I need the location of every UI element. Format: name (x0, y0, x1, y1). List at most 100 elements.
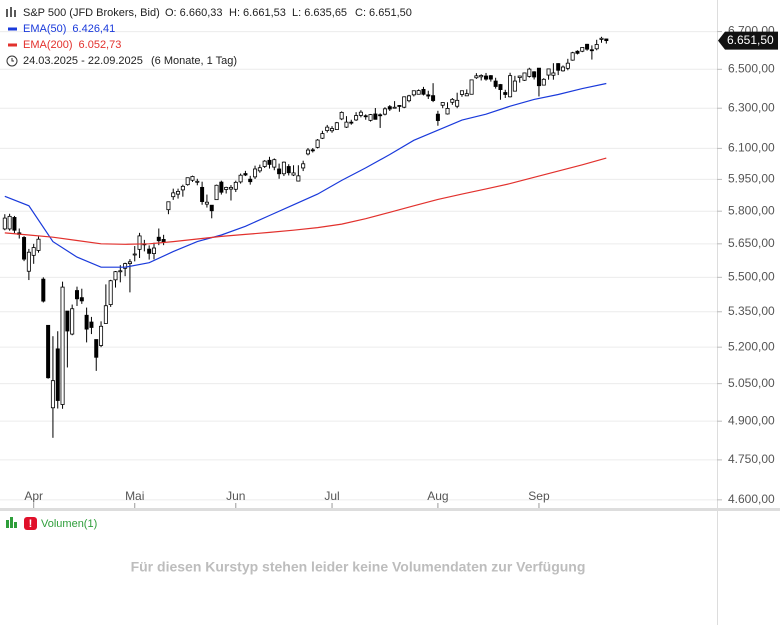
candle-body (31, 247, 36, 256)
legend-name: EMA(50) (23, 23, 66, 35)
candle-body (151, 247, 156, 254)
candle-body (479, 75, 484, 78)
candle-body (556, 63, 561, 71)
candle-body (84, 314, 89, 330)
candle-body (55, 348, 60, 401)
candle-body (74, 290, 79, 300)
panel-separator (0, 508, 780, 511)
candle-body (123, 263, 128, 269)
candle-body (402, 96, 407, 108)
date-range: 24.03.2025 - 22.09.2025 (23, 55, 143, 67)
candle-body (291, 172, 296, 176)
candle-body (46, 324, 51, 379)
candle-body (301, 163, 306, 169)
candle-body (147, 248, 152, 254)
warning-icon (24, 517, 37, 530)
ohlc-open: O: 6.660,33 (165, 7, 223, 19)
candle-body (517, 75, 522, 78)
candle-body (334, 122, 339, 130)
candle-body (204, 201, 209, 205)
candle-body (41, 278, 46, 302)
candle-body (594, 44, 599, 50)
candle-body (305, 149, 310, 155)
candle-body (599, 37, 604, 40)
candle-body (431, 95, 436, 101)
candle-body (512, 80, 517, 92)
y-tick-label: 4.900,00 (728, 413, 775, 427)
ohlc-low: L: 6.635,65 (292, 7, 347, 19)
candle-body (536, 67, 541, 87)
candle-body (565, 62, 570, 69)
candle-body (272, 159, 277, 168)
y-tick-label: 5.500,00 (728, 270, 775, 284)
y-tick-label: 6.500,00 (728, 61, 775, 75)
ema-line (4, 157, 607, 245)
candle-body (103, 305, 108, 324)
x-tick-label: Sep (528, 489, 550, 503)
candle-body (171, 192, 176, 198)
volume-panel: ! Volumen(1) Für diesen Kurstyp stehen l… (6, 517, 585, 575)
candle-body (176, 190, 181, 195)
candle-body (50, 380, 55, 409)
candle-body (156, 236, 161, 242)
candle-body (310, 149, 315, 152)
candle-body (411, 90, 416, 96)
chart-icon (6, 7, 16, 17)
y-tick-label: 5.200,00 (728, 339, 775, 353)
candle-body (541, 78, 546, 86)
period: (6 Monate, 1 Tag) (151, 55, 237, 67)
candle-body (416, 90, 421, 95)
candle-body (373, 113, 378, 120)
candle-body (508, 75, 513, 98)
candle-body (277, 168, 282, 175)
ohlc-close: C: 6.651,50 (355, 7, 412, 19)
candle-body (180, 185, 185, 191)
candle-body (527, 68, 532, 77)
candle-body (392, 106, 397, 109)
candle-body (585, 43, 590, 50)
candle-body (464, 93, 469, 97)
candle-body (580, 47, 585, 52)
candle-body (561, 66, 566, 72)
x-tick-label: Aug (427, 489, 448, 503)
legend-name: EMA(200) (23, 39, 73, 51)
chart-title: S&P 500 (JFD Brokers, Bid) (23, 7, 160, 19)
candle-body (200, 186, 205, 202)
candle-body (459, 90, 464, 95)
ema-line (4, 82, 607, 268)
x-tick-label: Mai (125, 489, 144, 503)
warning-mark: ! (29, 518, 33, 530)
candle-body (551, 72, 556, 76)
legend-swatch (8, 43, 17, 47)
legend-swatch (8, 27, 17, 31)
candle-body (344, 121, 349, 128)
candle-body (450, 98, 455, 103)
legend-value: 6.052,73 (79, 39, 122, 51)
candle-body (190, 176, 195, 181)
candle-body (363, 115, 368, 118)
legend-value: 6.426,41 (72, 23, 115, 35)
volume-icon (6, 517, 17, 528)
candle-body (89, 321, 94, 328)
candle-body (22, 237, 27, 260)
candle-body (228, 186, 233, 190)
candle-body (238, 174, 243, 183)
candle-body (209, 204, 214, 212)
candle-body (382, 108, 387, 115)
candle-body (546, 68, 551, 76)
candle-body (243, 173, 248, 176)
y-tick-label: 5.350,00 (728, 304, 775, 318)
candle-body (79, 297, 84, 302)
y-tick-label: 5.950,00 (728, 172, 775, 186)
plot (2, 36, 609, 438)
candle-body (137, 235, 142, 250)
candle-body (455, 99, 460, 107)
candle-body (127, 261, 132, 264)
candle-body (570, 52, 575, 61)
candle-body (214, 184, 219, 201)
candle-body (7, 215, 12, 230)
candle-body (484, 75, 489, 80)
candle-body (575, 50, 580, 54)
y-tick-label: 5.050,00 (728, 376, 775, 390)
